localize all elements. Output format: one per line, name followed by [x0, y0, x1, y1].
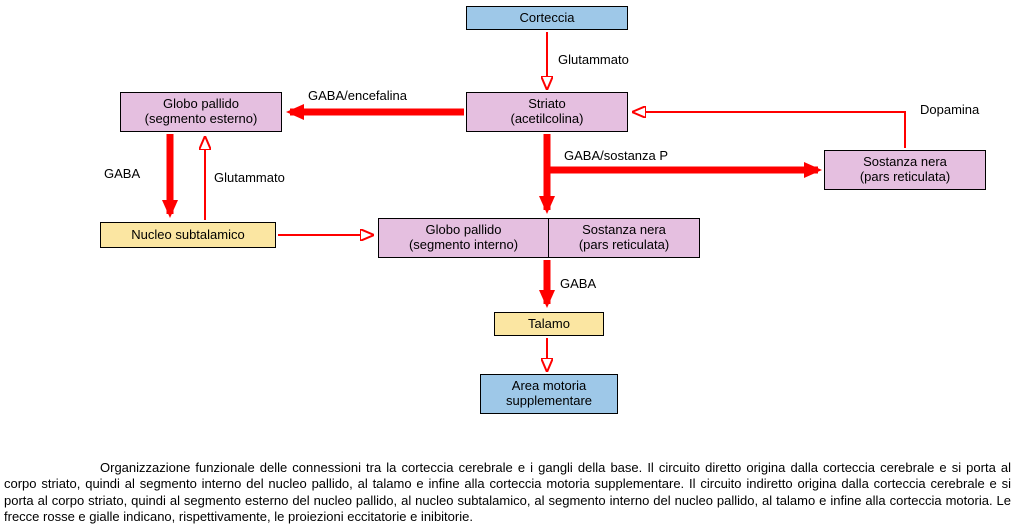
node-corteccia: Corteccia	[466, 6, 628, 30]
node-sublabel: supplementare	[506, 394, 592, 409]
node-sublabel: (segmento interno)	[409, 238, 518, 253]
node-area-motoria: Area motoria supplementare	[480, 374, 618, 414]
node-sublabel: (segmento esterno)	[145, 112, 258, 127]
node-label: Area motoria	[512, 379, 586, 394]
node-label: Sostanza nera	[863, 155, 947, 170]
node-label: Nucleo subtalamico	[131, 228, 244, 243]
node-label: Globo pallido	[163, 97, 239, 112]
node-talamo: Talamo	[494, 312, 604, 336]
node-label: Sostanza nera	[582, 223, 666, 238]
node-label: Globo pallido	[426, 223, 502, 238]
node-label: Corteccia	[520, 11, 575, 26]
node-label: Talamo	[528, 317, 570, 332]
label-gaba-bottom: GABA	[560, 276, 596, 291]
node-striato: Striato (acetilcolina)	[466, 92, 628, 132]
node-sublabel: (pars reticulata)	[860, 170, 950, 185]
node-sublabel: (acetilcolina)	[511, 112, 584, 127]
label-glutammato-mid: Glutammato	[214, 170, 285, 185]
caption-text: Organizzazione funzionale delle connessi…	[4, 460, 1011, 525]
node-gpi: Globo pallido (segmento interno)	[378, 218, 548, 258]
label-gaba-sostanza-p: GABA/sostanza P	[564, 148, 668, 163]
node-subthalamic: Nucleo subtalamico	[100, 222, 276, 248]
label-glutammato-top: Glutammato	[558, 52, 629, 67]
node-label: Striato	[528, 97, 566, 112]
label-gaba-encefalina: GABA/encefalina	[308, 88, 407, 103]
label-dopamina: Dopamina	[920, 102, 979, 117]
edge-snr-striato	[634, 112, 905, 148]
figure-caption: Organizzazione funzionale delle connessi…	[4, 460, 1011, 527]
node-gpe: Globo pallido (segmento esterno)	[120, 92, 282, 132]
label-gaba-left: GABA	[104, 166, 140, 181]
node-sublabel: (pars reticulata)	[579, 238, 669, 253]
node-snr-mid: Sostanza nera (pars reticulata)	[548, 218, 700, 258]
arrows-layer	[0, 0, 1015, 420]
node-snr-right: Sostanza nera (pars reticulata)	[824, 150, 986, 190]
